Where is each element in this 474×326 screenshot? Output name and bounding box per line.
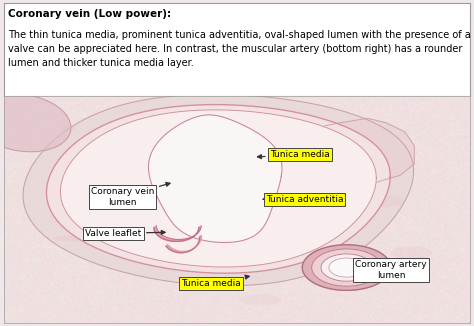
Polygon shape xyxy=(329,258,365,277)
Text: Coronary artery
lumen: Coronary artery lumen xyxy=(355,260,427,279)
Polygon shape xyxy=(302,245,391,290)
Ellipse shape xyxy=(390,246,432,259)
Polygon shape xyxy=(148,115,282,243)
Polygon shape xyxy=(311,249,382,286)
Text: Coronary vein (Low power):: Coronary vein (Low power): xyxy=(9,9,172,19)
Ellipse shape xyxy=(239,294,282,306)
Text: Tunica media: Tunica media xyxy=(182,275,249,288)
Polygon shape xyxy=(23,94,414,286)
Polygon shape xyxy=(274,118,414,187)
Polygon shape xyxy=(154,226,201,241)
Polygon shape xyxy=(61,110,376,267)
Text: Tunica media: Tunica media xyxy=(257,150,330,159)
Ellipse shape xyxy=(54,235,92,241)
Ellipse shape xyxy=(367,195,405,207)
Text: Tunica adventitia: Tunica adventitia xyxy=(264,195,343,204)
Polygon shape xyxy=(321,254,372,281)
Polygon shape xyxy=(166,235,201,253)
Text: Valve leaflet: Valve leaflet xyxy=(85,229,165,238)
Polygon shape xyxy=(46,105,390,273)
Polygon shape xyxy=(0,94,71,152)
Ellipse shape xyxy=(283,232,299,238)
Ellipse shape xyxy=(61,124,75,132)
Ellipse shape xyxy=(247,264,261,270)
Text: The thin tunica media, prominent tunica adventitia, oval-shaped lumen with the p: The thin tunica media, prominent tunica … xyxy=(9,30,471,68)
Ellipse shape xyxy=(66,209,106,213)
Text: Coronary vein
lumen: Coronary vein lumen xyxy=(91,183,170,207)
